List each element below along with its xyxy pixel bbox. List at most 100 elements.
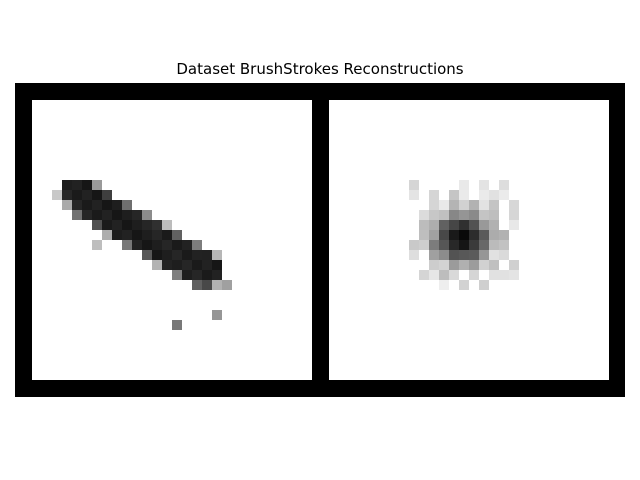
stroke-pixel [82,210,92,220]
reconstruction-pixel [439,250,449,260]
stroke-pixel [172,240,182,250]
stroke-pixel [192,240,202,250]
reconstruction-pixel [509,260,519,270]
reconstruction-halo-pixel [429,270,439,280]
stroke-pixel [72,190,82,200]
reconstruction-pixel [479,260,489,270]
stroke-pixel [122,200,132,210]
reconstruction-pixel [419,220,429,230]
reconstruction-pixel [429,230,439,240]
reconstruction-pixel [409,240,419,250]
reconstruction-pixel [469,250,479,260]
reconstruction-pixel [479,190,489,200]
reconstruction-pixel [409,180,419,190]
reconstruction-pixel [469,270,479,280]
stroke-pixel [172,230,182,240]
reconstruction-pixel [499,240,509,250]
reconstruction-pixel [479,250,489,260]
stroke-pixel [82,180,92,190]
stroke-pixel [92,190,102,200]
stroke-pixel [92,210,102,220]
stroke-pixel [62,190,72,200]
stroke-edge-pixel [62,200,72,210]
reconstruction-pixel [449,220,459,230]
stroke-pixel [172,270,182,280]
reconstruction-pixel [479,210,489,220]
reconstruction-pixel [449,200,459,210]
reconstruction-pixel [459,200,469,210]
stroke-edge-pixel [172,320,182,330]
reconstruction-pixel [459,230,469,240]
reconstruction-pixel [459,180,469,190]
reconstruction-pixel [489,210,499,220]
stroke-pixel [102,220,112,230]
reconstruction-pixel [469,240,479,250]
stroke-pixel [92,220,102,230]
stroke-pixel [92,200,102,210]
reconstruction-pixel [409,250,419,260]
stroke-pixel [212,260,222,270]
reconstruction-pixel [479,240,489,250]
stroke-pixel [162,250,172,260]
reconstruction-pixel [429,240,439,250]
reconstruction-pixel [479,200,489,210]
reconstruction-pixel [489,220,499,230]
stroke-pixel [202,260,212,270]
reconstruction-image [329,100,609,380]
stroke-pixel [182,270,192,280]
reconstruction-pixel [449,260,459,270]
reconstruction-pixel [479,220,489,230]
reconstruction-pixel [489,230,499,240]
reconstruction-pixel [509,270,519,280]
stroke-pixel [182,240,192,250]
reconstruction-pixel [439,240,449,250]
stroke-pixel [82,200,92,210]
figure-title: Dataset BrushStrokes Reconstructions [176,60,464,78]
stroke-pixel [152,220,162,230]
stroke-pixel [212,250,222,260]
reconstruction-pixel [489,250,499,260]
reconstruction-pixel [429,250,439,260]
stroke-pixel [112,210,122,220]
stroke-pixel [162,230,172,240]
stroke-pixel [142,230,152,240]
reconstruction-pixel [469,230,479,240]
reconstruction-pixel [499,250,509,260]
reconstruction-pixel [489,270,499,280]
stroke-pixel [162,260,172,270]
stroke-pixel [132,220,142,230]
reconstruction-pixel [459,210,469,220]
reconstruction-pixel [469,260,479,270]
reconstruction-halo-pixel [509,200,519,210]
reconstruction-pixel [449,190,459,200]
reconstruction-pixel [429,260,439,270]
reconstruction-halo-pixel [419,210,429,220]
reconstruction-pixel [459,260,469,270]
stroke-edge-pixel [222,280,232,290]
stroke-pixel [112,230,122,240]
stroke-pixel [122,240,132,250]
stroke-pixel [142,240,152,250]
stroke-pixel [192,270,202,280]
stroke-pixel [72,180,82,190]
stroke-pixel [132,230,142,240]
stroke-pixel [162,240,172,250]
reconstruction-halo-pixel [509,220,519,230]
reconstruction-pixel [419,230,429,240]
reconstruction-pixel [499,230,509,240]
stroke-edge-pixel [92,240,102,250]
reconstruction-pixel [439,270,449,280]
stroke-edge-pixel [212,310,222,320]
stroke-pixel [192,280,202,290]
reconstruction-pixel [419,240,429,250]
reconstruction-pixel [489,200,499,210]
stroke-pixel [212,280,222,290]
stroke-pixel [102,190,112,200]
reconstruction-halo-pixel [439,280,449,290]
stroke-pixel [202,270,212,280]
reconstruction-pixel [449,210,459,220]
reconstruction-pixel [469,200,479,210]
reconstruction-pixel [479,180,489,190]
stroke-pixel [182,250,192,260]
reconstruction-pixel [429,190,439,200]
